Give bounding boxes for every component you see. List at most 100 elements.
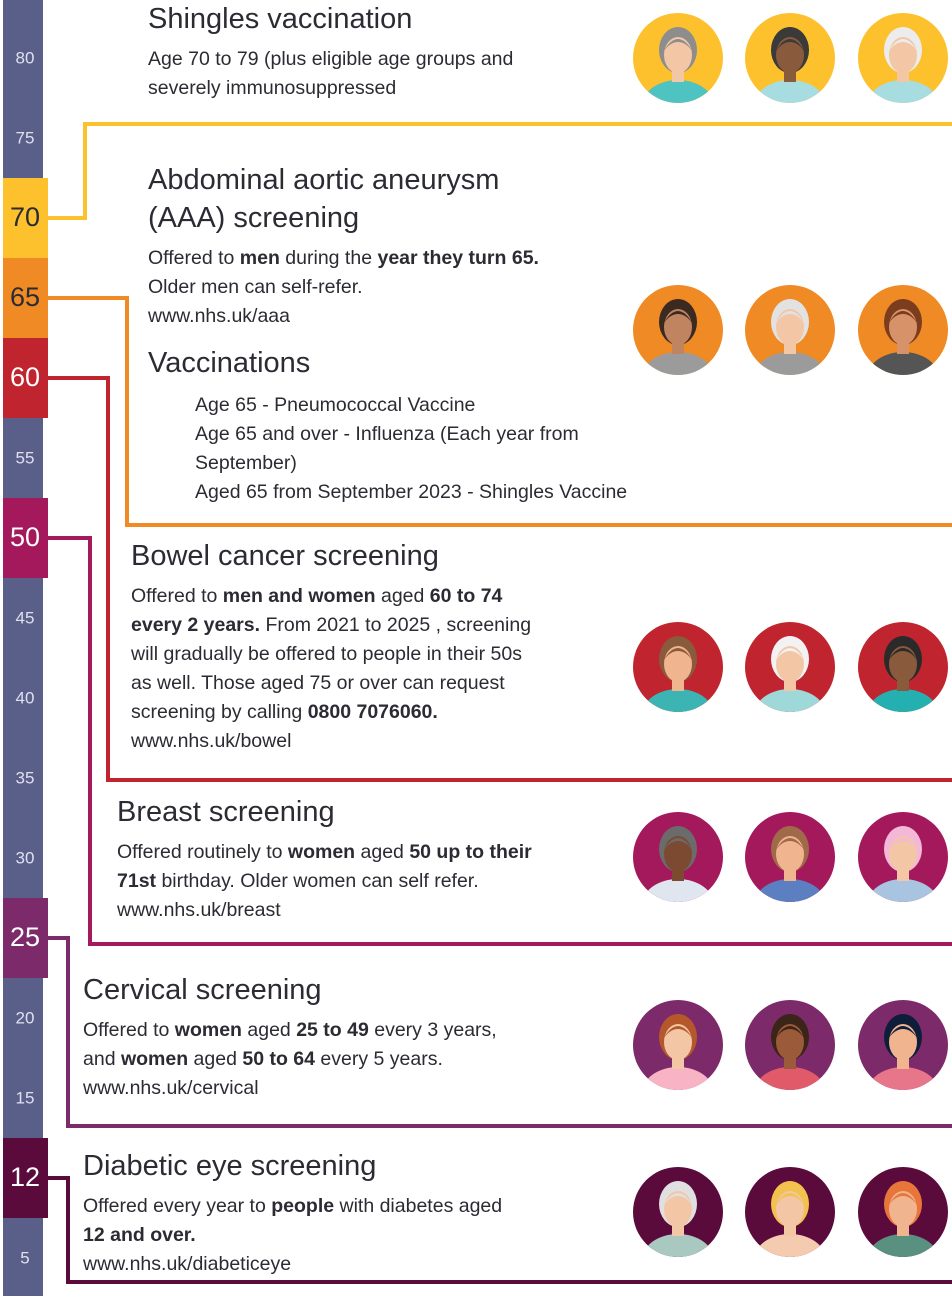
body-line: Offered to men during the year they turn…	[148, 244, 539, 273]
bold-text: women	[121, 1048, 188, 1070]
avatar-shirt	[642, 1067, 714, 1119]
body-line: www.nhs.uk/aaa	[148, 302, 539, 331]
avatar	[858, 812, 948, 931]
avatar	[745, 1167, 835, 1286]
body-text: aged	[188, 1048, 242, 1070]
body-text: Aged 65 from September 2023 - Shingles V…	[195, 481, 627, 503]
body-text: Offered routinely to	[117, 841, 288, 863]
avatar	[858, 1000, 948, 1119]
body-line: Offered to men and women aged 60 to 74	[131, 582, 531, 611]
age-label: 12	[10, 1162, 40, 1192]
bold-text: women	[288, 841, 355, 863]
body-text: aged	[376, 585, 430, 607]
section: Bowel cancer screening Offered to men and…	[131, 537, 531, 756]
avatar-head	[889, 646, 917, 682]
body-text: September)	[195, 452, 297, 474]
avatar-shirt	[754, 879, 826, 931]
age-label: 35	[16, 768, 35, 787]
section-title: Diabetic eye screening	[83, 1147, 502, 1185]
bold-text: 60 to 74	[430, 585, 503, 607]
body-line: severely immunosuppressed	[148, 74, 513, 103]
body-text: every 5 years.	[315, 1048, 443, 1070]
bold-text: men and women	[223, 585, 376, 607]
section-title: Breast screening	[117, 793, 532, 831]
bold-text: people	[271, 1195, 334, 1217]
body-line: Age 70 to 79 (plus eligible age groups a…	[148, 45, 513, 74]
body-text: Offered to	[148, 247, 240, 269]
avatar-head	[889, 309, 917, 345]
body-line: Offered routinely to women aged 50 up to…	[117, 838, 532, 867]
section-body: Age 70 to 79 (plus eligible age groups a…	[148, 45, 513, 103]
age-label: 60	[10, 362, 40, 392]
age-label: 5	[20, 1248, 29, 1267]
body-text: From 2021 to 2025 , screening	[260, 614, 531, 636]
avatar-head	[889, 836, 917, 872]
section: Abdominal aortic aneurysm(AAA) screening…	[148, 161, 539, 331]
age-label: 75	[16, 128, 35, 147]
avatar-head	[776, 37, 804, 73]
body: 8075706560555045403530252015125 Shingles…	[0, 0, 952, 1296]
body-line: www.nhs.uk/cervical	[83, 1074, 497, 1103]
avatar	[858, 285, 948, 404]
section: Cervical screening Offered to women aged …	[83, 971, 497, 1103]
body-line: 12 and over.	[83, 1221, 502, 1250]
body-line: screening by calling 0800 7076060.	[131, 698, 531, 727]
bold-text: 12 and over.	[83, 1224, 196, 1246]
avatar	[633, 1000, 723, 1119]
age-label: 40	[16, 688, 35, 707]
avatar-head	[776, 646, 804, 682]
body-line: Aged 65 from September 2023 - Shingles V…	[195, 478, 627, 507]
avatar	[745, 622, 835, 741]
section-body: Offered routinely to women aged 50 up to…	[117, 838, 532, 925]
section: Diabetic eye screening Offered every year…	[83, 1147, 502, 1279]
body-text: Offered to	[131, 585, 223, 607]
avatar	[745, 285, 835, 404]
section-body: Offered to women aged 25 to 49 every 3 y…	[83, 1016, 497, 1103]
body-text: every 3 years,	[369, 1019, 497, 1041]
avatar	[633, 285, 723, 404]
infographic: 8075706560555045403530252015125 Shingles…	[0, 0, 952, 1296]
body-text: screening by calling	[131, 701, 308, 723]
avatar-shirt	[754, 1067, 826, 1119]
avatar-shirt	[642, 1234, 714, 1286]
age-label: 55	[16, 448, 35, 467]
avatar-head	[664, 1024, 692, 1060]
avatar-shirt	[754, 352, 826, 404]
body-line: will gradually be offered to people in t…	[131, 640, 531, 669]
avatar	[633, 1167, 723, 1286]
section-title: Bowel cancer screening	[131, 537, 531, 575]
body-text: www.nhs.uk/cervical	[83, 1077, 259, 1099]
avatar-head	[776, 836, 804, 872]
avatar	[633, 13, 723, 132]
avatar-head	[776, 1191, 804, 1227]
bold-text: 0800 7076060.	[308, 701, 438, 723]
avatar	[633, 622, 723, 741]
body-text: as well. Those aged 75 or over can reque…	[131, 672, 505, 694]
section: Breast screening Offered routinely to wom…	[117, 793, 532, 925]
avatar-head	[776, 1024, 804, 1060]
avatar-head	[664, 836, 692, 872]
avatar-head	[664, 1191, 692, 1227]
body-line: Offered to women aged 25 to 49 every 3 y…	[83, 1016, 497, 1045]
avatar-shirt	[867, 879, 939, 931]
body-text: www.nhs.uk/bowel	[131, 730, 291, 752]
avatar-shirt	[754, 689, 826, 741]
age-label: 25	[10, 922, 40, 952]
body-text: Age 65 - Pneumococcal Vaccine	[195, 394, 475, 416]
bold-text: men	[240, 247, 280, 269]
avatar-head	[889, 1191, 917, 1227]
body-line: www.nhs.uk/bowel	[131, 727, 531, 756]
body-text: www.nhs.uk/aaa	[148, 305, 290, 327]
body-text: Age 70 to 79 (plus eligible age groups a…	[148, 48, 513, 70]
section-title: Cervical screening	[83, 971, 497, 1009]
body-text: aged	[355, 841, 409, 863]
section-title: (AAA) screening	[148, 199, 539, 237]
avatar-shirt	[642, 352, 714, 404]
body-line: Older men can self-refer.	[148, 273, 539, 302]
section-title: Abdominal aortic aneurysm	[148, 161, 539, 199]
body-text: Offered every year to	[83, 1195, 271, 1217]
avatar-shirt	[754, 1234, 826, 1286]
avatar	[745, 1000, 835, 1119]
